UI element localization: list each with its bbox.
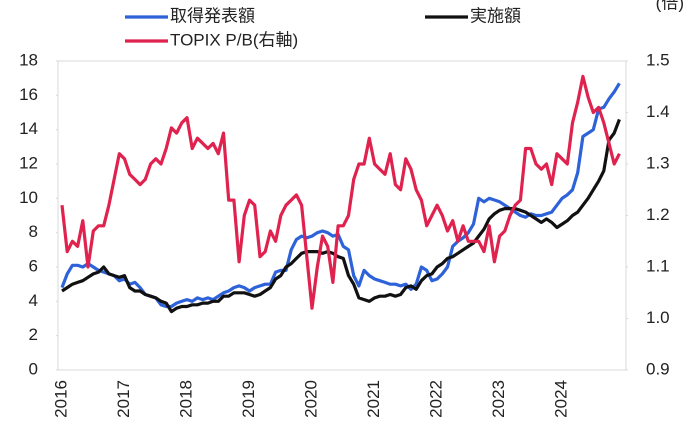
y2-tick-label: 1.3 (646, 153, 670, 172)
y2-tick-label: 0.9 (646, 359, 670, 378)
legend-label: 実施額 (470, 6, 521, 25)
y2-unit: (倍) (656, 0, 684, 12)
y2-tick-label: 1.0 (646, 308, 670, 327)
y-tick-label: 18 (19, 50, 38, 69)
y2-tick-label: 1.1 (646, 256, 670, 275)
y-tick-label: 14 (19, 119, 38, 138)
series-line (61, 118, 621, 314)
legend-label: 取得発表額 (170, 6, 255, 25)
y2-tick-label: 1.4 (646, 102, 670, 121)
y-tick-label: 2 (29, 325, 38, 344)
y-tick-label: 8 (29, 222, 38, 241)
x-tick-label: 2021 (364, 380, 383, 418)
y-tick-label: 10 (19, 188, 38, 207)
y-tick-label: 6 (29, 256, 38, 275)
x-tick-label: 2017 (114, 380, 133, 418)
y2-tick-label: 1.2 (646, 205, 670, 224)
x-tick-label: 2018 (177, 380, 196, 418)
y-tick-label: 0 (29, 359, 38, 378)
y2-tick-label: 1.5 (646, 50, 670, 69)
series-line (60, 74, 621, 310)
y-tick-label: 4 (29, 291, 38, 310)
y-tick-label: 12 (19, 153, 38, 172)
legend-label: TOPIX P/B(右軸) (170, 30, 298, 49)
x-tick-label: 2016 (51, 380, 70, 418)
x-tick-label: 2024 (552, 380, 571, 418)
x-tick-label: 2019 (239, 380, 258, 418)
y-tick-label: 16 (19, 85, 38, 104)
x-tick-label: 2023 (489, 380, 508, 418)
x-tick-label: 2020 (302, 380, 321, 418)
x-tick-label: 2022 (427, 380, 446, 418)
